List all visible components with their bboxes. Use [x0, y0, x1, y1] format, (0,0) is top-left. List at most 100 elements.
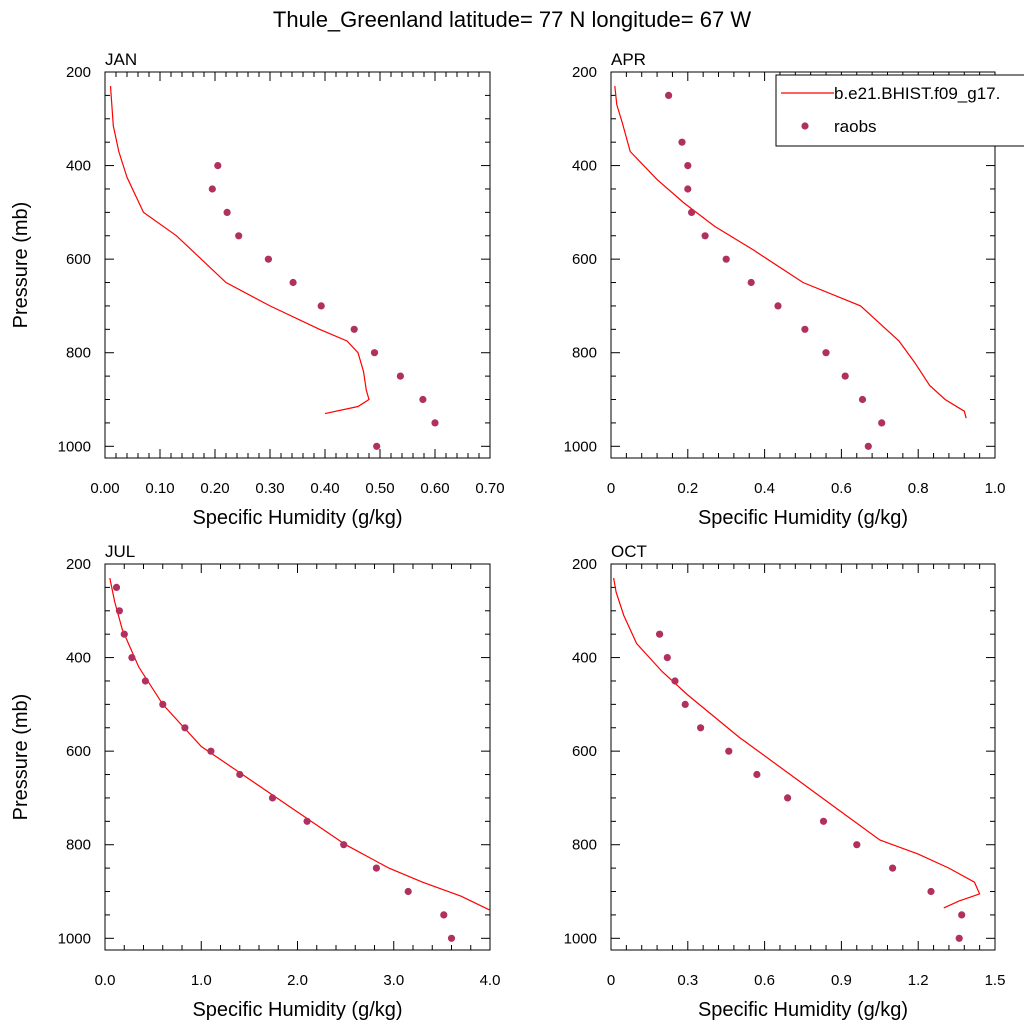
obs-point — [841, 372, 849, 380]
x-tick-label: 1.5 — [985, 972, 1006, 989]
obs-point — [784, 794, 792, 802]
x-axis-title: Specific Humidity (g/kg) — [192, 507, 402, 529]
panel-label: JUL — [105, 542, 135, 561]
x-tick-label: 1.0 — [985, 480, 1006, 497]
x-tick-label: 0.00 — [90, 480, 119, 497]
obs-point — [656, 630, 664, 638]
obs-point — [370, 349, 379, 357]
obs-point — [214, 162, 222, 170]
obs-point — [801, 325, 809, 333]
panel-label: OCT — [611, 542, 647, 561]
x-tick-label: 0.60 — [420, 480, 449, 497]
legend: b.e21.BHIST.f09_g17. raobs — [775, 74, 1024, 147]
y-tick-label: 1000 — [58, 438, 91, 455]
plot-frame — [610, 71, 996, 459]
obs-point — [688, 208, 696, 216]
y-tick-label: 800 — [572, 345, 597, 362]
y-tick-label: 200 — [572, 556, 597, 573]
obs-point — [678, 138, 686, 146]
plot-frame — [610, 563, 996, 951]
legend-model-label: b.e21.BHIST.f09_g17. — [834, 84, 1000, 103]
model-profile-line — [109, 85, 370, 415]
obs-point — [955, 934, 963, 942]
y-tick-label: 400 — [66, 158, 91, 175]
chart-title: Thule_Greenland latitude= 77 N longitude… — [273, 7, 751, 32]
x-tick-label: 0.9 — [831, 972, 852, 989]
y-tick-label: 200 — [66, 556, 91, 573]
x-tick-label: 0.4 — [754, 480, 775, 497]
x-tick-label: 0.6 — [831, 480, 852, 497]
x-axis-title: Specific Humidity (g/kg) — [698, 507, 908, 529]
y-tick-label: 600 — [66, 743, 91, 760]
plot-frame — [104, 563, 491, 951]
x-tick-label: 0.6 — [754, 972, 775, 989]
obs-point — [112, 583, 121, 592]
y-tick-label: 600 — [572, 743, 597, 760]
x-tick-label: 0.0 — [95, 972, 116, 989]
y-tick-label: 200 — [572, 64, 597, 81]
obs-point — [889, 864, 897, 872]
obs-point — [701, 232, 709, 240]
model-profile-line — [109, 577, 490, 911]
panel-jan: JAN 0.00 0.10 0.20 0.30 0.40 0.50 0.60 0.70 200 40… — [10, 50, 505, 529]
obs-point — [372, 864, 380, 872]
obs-point — [774, 302, 782, 310]
obs-point — [927, 887, 935, 896]
obs-point — [822, 349, 830, 357]
obs-point — [958, 911, 966, 919]
x-axis-title: Specific Humidity (g/kg) — [192, 999, 402, 1021]
x-tick-label: 0.40 — [310, 480, 339, 497]
obs-point — [665, 91, 673, 99]
obs-point — [671, 677, 679, 685]
x-tick-label: 1.0 — [191, 972, 212, 989]
panel-label: JAN — [105, 50, 137, 69]
obs-point — [684, 162, 692, 170]
y-tick-label: 200 — [66, 64, 91, 81]
x-tick-label: 0.50 — [365, 480, 394, 497]
y-tick-label: 400 — [572, 158, 597, 175]
x-tick-label: 0.10 — [145, 480, 174, 497]
obs-point — [264, 255, 272, 263]
obs-point — [120, 630, 128, 638]
x-tick-label: 0.8 — [908, 480, 929, 497]
obs-point — [697, 724, 705, 732]
x-tick-label: 2.0 — [287, 972, 308, 989]
obs-point — [128, 654, 136, 662]
obs-point — [181, 724, 189, 732]
x-tick-label: 3.0 — [383, 972, 404, 989]
obs-point — [159, 700, 167, 709]
y-tick-label: 1000 — [564, 438, 597, 455]
obs-point — [303, 817, 311, 825]
legend-obs-label: raobs — [834, 117, 877, 136]
obs-point — [725, 747, 733, 755]
obs-point — [864, 442, 872, 450]
obs-point — [396, 372, 404, 380]
x-tick-label: 0.20 — [200, 480, 229, 497]
x-tick-label: 0 — [607, 972, 615, 989]
obs-point — [208, 185, 216, 193]
obs-point — [684, 185, 692, 193]
model-profile-line — [614, 85, 967, 419]
obs-point — [317, 302, 325, 310]
obs-point — [373, 442, 381, 450]
obs-point — [236, 770, 244, 779]
obs-point — [115, 607, 123, 615]
obs-point — [858, 395, 867, 404]
x-tick-label: 0.70 — [475, 480, 504, 497]
model-profile-line — [613, 577, 981, 909]
obs-point — [663, 654, 671, 662]
y-tick-label: 800 — [66, 345, 91, 362]
x-tick-label: 4.0 — [480, 972, 501, 989]
obs-point — [289, 278, 297, 287]
obs-point — [268, 794, 277, 802]
y-tick-label: 800 — [572, 837, 597, 854]
obs-point — [878, 419, 886, 427]
x-tick-label: 0 — [607, 480, 615, 497]
panel-oct: OCT 0 0.3 0.6 0.9 1.2 1.5 200 400 600 800 1000 Speci… — [564, 542, 1006, 1021]
y-tick-label: 1000 — [564, 930, 597, 947]
panel-label: APR — [611, 50, 646, 69]
obs-point — [340, 841, 348, 849]
obs-point — [404, 887, 412, 896]
panel-apr: APR 0 0.2 0.4 0.6 0.8 1.0 200 400 600 800 1000 Speci… — [564, 50, 1006, 529]
